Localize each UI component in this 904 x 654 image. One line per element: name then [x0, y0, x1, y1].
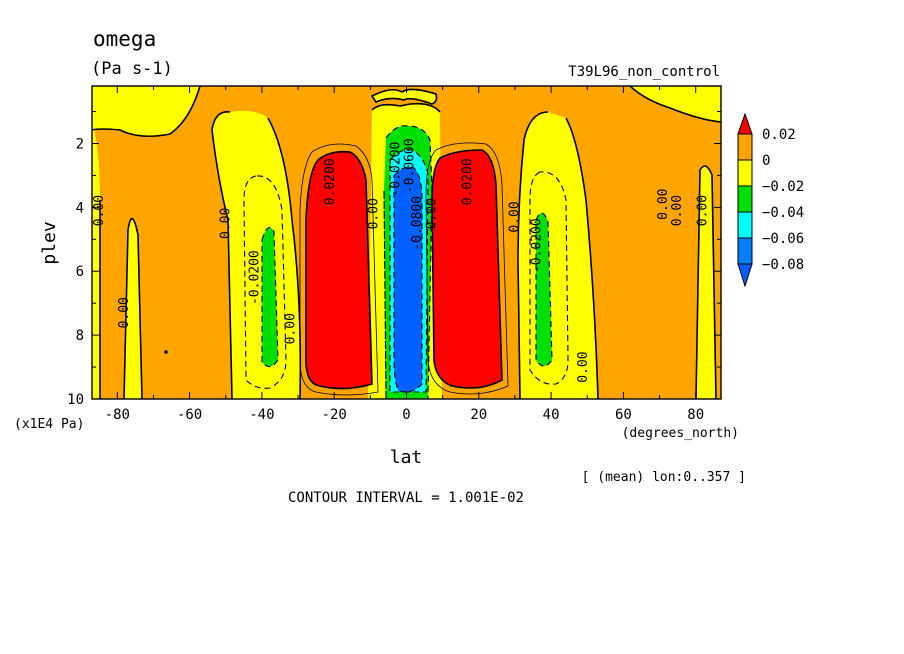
fill-green-left [262, 227, 278, 367]
contour-label: 0.00 [367, 198, 382, 229]
averaging-note: [ (mean) lon:0..357 ] [582, 470, 746, 485]
contour-label: 0.0200 [323, 158, 338, 205]
contour-neg-right-inner [535, 212, 553, 367]
negative-contour-lines [243, 125, 569, 399]
fill-red-right [432, 150, 502, 388]
fill-yellow-left-tongue [212, 110, 301, 399]
contour-pos-left [305, 150, 373, 390]
chart-title: omega [93, 27, 156, 51]
x-tick-label: -60 [177, 407, 202, 423]
contour-label: 0.00 [92, 195, 107, 226]
colorbar-box [737, 237, 753, 265]
plot-area: 0.000.000.00-0.02000.000.02000.00-0.0200… [91, 85, 722, 400]
x-tick-label: -40 [249, 407, 274, 423]
contour-zero-rightedge [695, 165, 717, 399]
contour-zero-topright [629, 86, 721, 123]
contour-label: 0.0200 [461, 158, 476, 205]
colorbar-label: −0.08 [762, 257, 804, 273]
y-tick-label: 6 [76, 264, 84, 280]
colorbar-extend-top [737, 112, 753, 135]
contour-zero-topcenter [370, 88, 438, 105]
y-tick-labels: 2 4 6 8 10 [67, 136, 84, 408]
fill-blue-center [394, 167, 422, 392]
fill-yellow-top-center [372, 89, 437, 104]
contour-zero-center [371, 102, 441, 113]
x-tick-label: -80 [105, 407, 130, 423]
colorbar-label: −0.06 [762, 231, 804, 247]
contour-neg-left [243, 175, 287, 389]
colorbar-label: −0.04 [762, 205, 804, 221]
contour-label: 0.00 [283, 313, 298, 344]
contour-zero-right [517, 111, 549, 399]
colorbar-box [737, 133, 753, 161]
x-tick-label: 20 [470, 407, 487, 423]
colorbar-label: −0.02 [762, 179, 804, 195]
filled-contours [92, 86, 721, 399]
y-axis-label: plev [39, 221, 60, 264]
dataset-label: T39L96_non_control [568, 64, 720, 80]
fill-yellow-top-right [630, 86, 721, 122]
x-tick-label: 80 [687, 407, 704, 423]
contour-interval-text: CONTOUR INTERVAL = 1.001E-02 [288, 490, 524, 506]
contour-label: 0.00 [656, 189, 671, 220]
colorbar-box [737, 211, 753, 239]
fill-yellow-right-edge [696, 166, 716, 399]
x-axis-label: lat [390, 447, 423, 468]
chart-units: (Pa s-1) [91, 59, 173, 79]
axis-ticks [92, 86, 721, 400]
contour-label: 0.00 [508, 201, 523, 232]
contour-zero-left [211, 111, 233, 399]
contour-zero-right-b [565, 117, 599, 399]
colorbar-label: 0.02 [762, 127, 796, 143]
contour-label: -0.0200 [388, 142, 403, 197]
contour-label: -0.0800 [410, 196, 425, 251]
contour-zero-strip [123, 217, 143, 399]
x-tick-label: 40 [543, 407, 560, 423]
x-tick-label: 60 [615, 407, 632, 423]
contour-label: 0.00 [696, 195, 711, 226]
colorbar-box [737, 185, 753, 213]
x-tick-label: -20 [322, 407, 347, 423]
y-tick-label: 4 [76, 200, 84, 216]
y-tick-label: 10 [67, 392, 84, 408]
y-tick-label: 2 [76, 136, 84, 152]
contour-label: 0.00 [576, 351, 591, 382]
fill-yellow-left-strip [124, 218, 142, 399]
contour-label: -0.0200 [247, 250, 262, 305]
contour-label: 0.00 [424, 198, 439, 229]
contour-labels: 0.000.000.00-0.02000.000.02000.00-0.0200… [92, 138, 711, 382]
contour-dot [164, 350, 168, 354]
fill-red-left [306, 151, 372, 389]
contour-neg-left-inner [261, 226, 279, 368]
contour-pos-right-outer [425, 142, 509, 395]
contour-zero-farleft [92, 86, 201, 138]
contour-label: 0.00 [117, 297, 132, 328]
x-tick-label: 0 [402, 407, 410, 423]
fill-green-right [536, 212, 552, 366]
y-axis-units: (x1E4 Pa) [14, 417, 84, 432]
y-tick-label: 8 [76, 328, 84, 344]
contour-pos-left-outer [299, 143, 379, 396]
contour-neg-center-2 [389, 149, 429, 393]
contour-label: -0.0200 [529, 218, 544, 273]
contour-neg-center-3 [393, 166, 423, 393]
contour-label: 0.00 [670, 195, 685, 226]
contour-neg-right [529, 171, 569, 385]
colorbar-label: 0 [762, 153, 770, 169]
fill-yellow-far-left [92, 86, 100, 399]
contour-label: 0.00 [218, 208, 233, 239]
contour-neg-center-1 [383, 125, 433, 399]
colorbar-extend-bottom [737, 263, 753, 288]
colorbar: 0.02 0 −0.02 −0.04 −0.06 −0.08 [737, 112, 804, 288]
contour-label: -0.0600 [403, 138, 418, 193]
x-axis-units: (degrees_north) [622, 426, 739, 441]
colorbar-box [737, 159, 753, 187]
x-tick-labels: -80 -60 -40 -20 0 20 40 60 80 [105, 407, 704, 423]
fill-yellow-top-left [92, 86, 200, 137]
contour-lines [92, 86, 721, 399]
